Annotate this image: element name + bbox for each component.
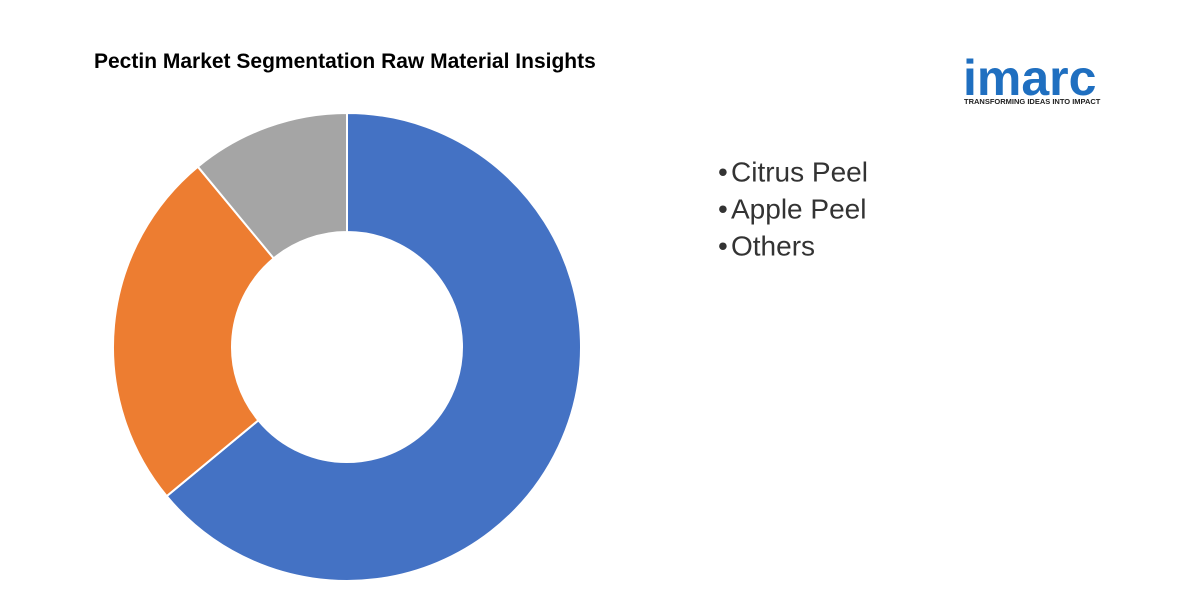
legend-label: Others bbox=[731, 230, 815, 261]
legend-bullet: • bbox=[718, 230, 728, 261]
logo-name: imarc bbox=[963, 50, 1096, 106]
legend-label: Citrus Peel bbox=[731, 156, 868, 187]
logo-tagline: TRANSFORMING IDEAS INTO IMPACT bbox=[964, 97, 1101, 106]
donut-slice bbox=[165, 111, 582, 582]
plot: • Citrus Peel• Apple Peel• Others bbox=[112, 111, 868, 582]
donut-slice bbox=[112, 165, 276, 498]
legend-label: Apple Peel bbox=[731, 193, 866, 224]
legend-bullet: • bbox=[718, 156, 728, 187]
legend-bullet: • bbox=[718, 193, 728, 224]
donut-slice bbox=[196, 111, 348, 260]
chart-title: Pectin Market Segmentation Raw Material … bbox=[94, 50, 596, 73]
